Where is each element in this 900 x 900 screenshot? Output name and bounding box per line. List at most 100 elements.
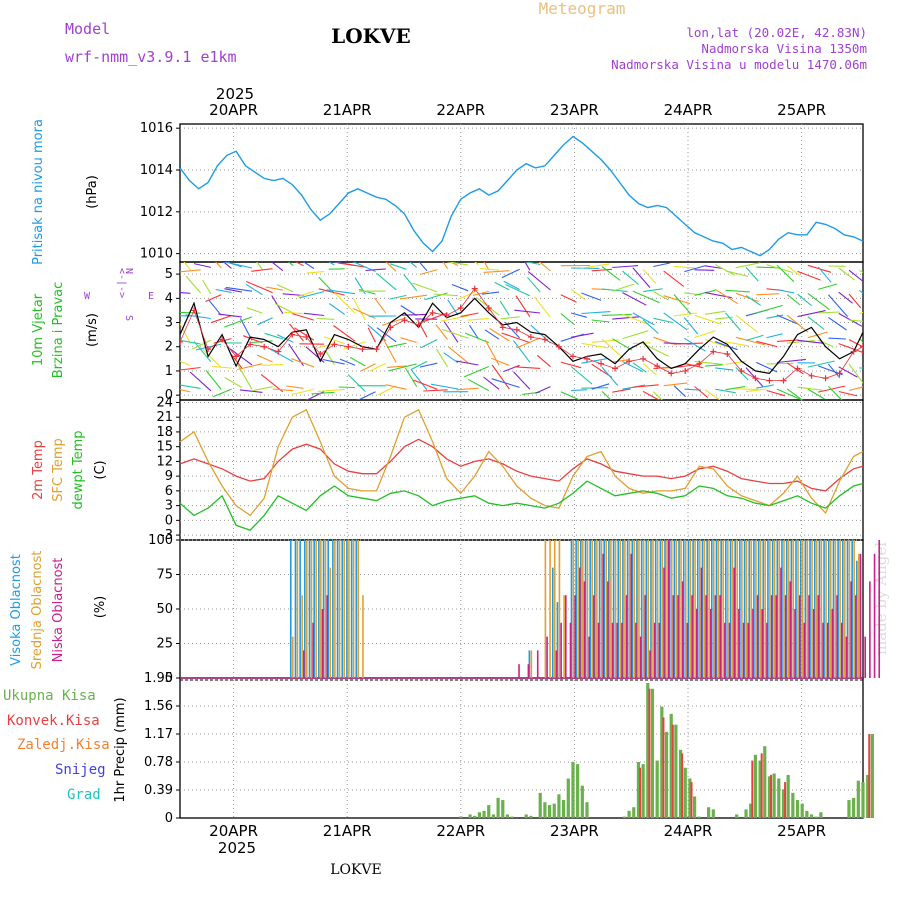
tick-label-3-1: 25 [156,637,173,652]
pressure-plot [179,135,864,257]
tick-label-3-2: 50 [156,602,173,617]
wind-arrow [827,294,849,317]
wind-arrow [189,371,212,392]
wind-arrow [581,342,609,349]
wind-arrow [367,327,376,343]
wind-arrow [776,314,800,326]
precip-total-bar [763,746,767,818]
precip-total-bar [852,797,856,818]
wind-arrow [349,356,366,367]
wind-arrow [526,276,541,293]
precip-conv-bar [639,767,642,818]
tick-label-1-3: 3 [165,316,173,331]
wind-arrow [807,360,835,368]
wind-arrow [786,314,809,333]
wind-arrow [673,294,692,315]
wind-arrow [715,341,738,351]
wind-arrow [257,317,273,326]
wind-arrow [411,282,438,293]
panel-grids [180,124,863,819]
precip-total-bar [692,796,697,818]
wind-arrow [409,262,418,268]
precip-total-bar [819,812,823,818]
wind-arrow [535,386,551,394]
wind-arrow [467,378,490,392]
wind-arrow [632,312,655,326]
precip-total-bar [777,778,781,818]
wind-arrow [735,292,759,303]
wind-arrow [484,329,500,340]
wind-arrow [505,284,531,297]
wind-arrow [684,362,704,369]
wind-arrow [410,368,428,391]
wind-arrow [491,378,520,388]
wind-arrow [601,338,625,360]
wind-arrow [642,269,657,284]
wind-arrow [377,385,397,396]
wind-arrow [385,384,407,390]
wind-arrow [224,316,253,328]
wind-arrow [369,362,387,372]
tick-label-1-0: 0 [165,388,173,403]
wind-arrow [456,387,479,391]
pressure-ylabel-name: Pritisak na nivou mora [31,119,46,265]
wind-arrow [735,388,759,390]
wind-arrow [218,313,242,318]
year-bottom: 2025 [218,839,256,857]
date-top-4: 24APR [664,101,713,119]
wind-arrow [400,337,417,344]
wind-arrow [311,391,335,395]
wind-arrow [632,267,651,288]
wind-arrow [797,310,826,318]
wind-arrow [419,362,438,368]
wind-arrow [303,312,325,317]
wind-arrow [403,273,418,292]
precip-total-bar [473,815,477,818]
wind-arrow [622,292,647,306]
wind-arrow [431,383,458,390]
wind-arrow [295,262,304,267]
wind-arrow [756,293,780,296]
wind-arrow [297,290,314,298]
tick-label-1-4: 4 [165,291,173,306]
wind-arrow [591,268,613,272]
wind-arrow [735,262,761,269]
wind-arrow [328,262,335,266]
wind-arrow [494,281,510,291]
precip-total-bar [552,803,556,818]
wind-arrow [424,292,448,301]
wind-arrow [848,363,863,384]
wind-arrow [483,262,490,270]
precip-total-bar [585,802,589,818]
wind-arrow [503,280,520,290]
wind-arrow [694,269,715,271]
wind-arrow [251,268,273,272]
precip-total-bar [767,776,772,818]
wind-arrow [193,341,212,363]
wind-arrow [483,376,500,390]
wind-arrow [274,303,294,314]
wind-arrow [533,296,551,318]
tick-label-0-2: 1014 [140,163,173,178]
tick-label-1-2: 2 [165,340,173,355]
wind-arrow [571,389,588,392]
wind-arrow [423,389,448,392]
wind-arrow [725,312,742,331]
wind-arrow [715,388,736,394]
wind-arrow [383,338,397,363]
date-bottom-1: 21APR [323,822,372,840]
wind-arrow [484,339,500,366]
wind-arrow [642,319,659,334]
wind-arrow [291,358,314,368]
wind-arrow [807,331,828,339]
wind-arrow [464,332,490,344]
precip-total-bar [856,780,860,818]
wind-arrow [570,288,586,301]
wind-arrow [276,334,294,343]
wind-arrow [212,365,232,369]
wind-arrow [612,283,635,292]
precip-total-bar [805,810,809,818]
precip-total-bar [650,688,655,818]
wind-arrow [514,366,541,369]
wind-arrow [591,383,610,390]
